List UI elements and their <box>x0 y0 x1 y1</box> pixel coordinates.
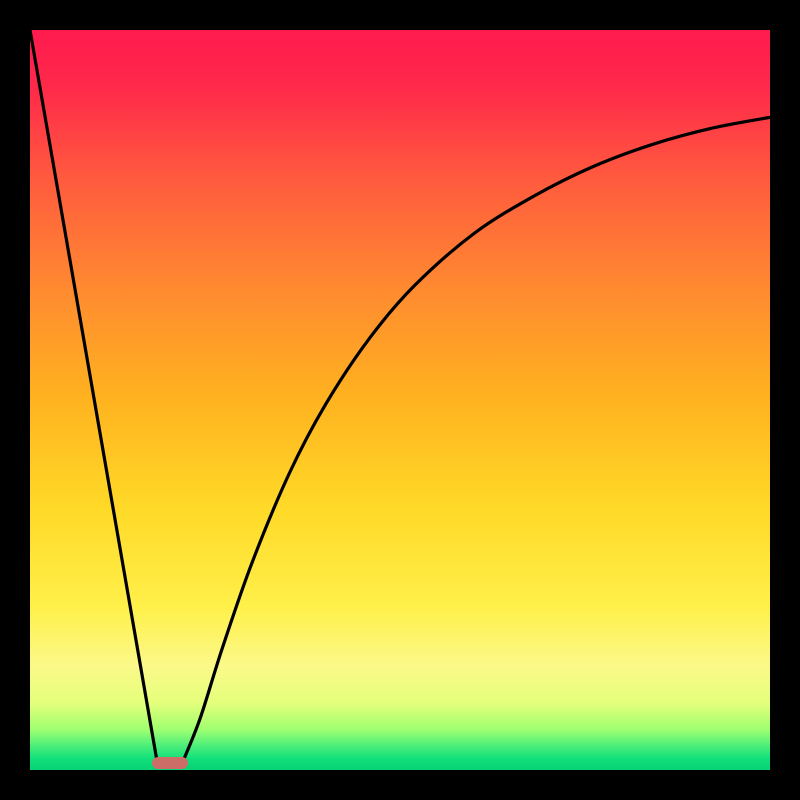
frame-border-right <box>770 0 800 800</box>
frame-border-top <box>0 0 800 30</box>
frame-border-left <box>0 0 30 800</box>
chart-background-gradient <box>30 30 770 770</box>
chart-container: TheBottleneck.com <box>0 0 800 800</box>
frame-border-bottom <box>0 770 800 800</box>
bottleneck-marker-pill <box>152 757 188 769</box>
